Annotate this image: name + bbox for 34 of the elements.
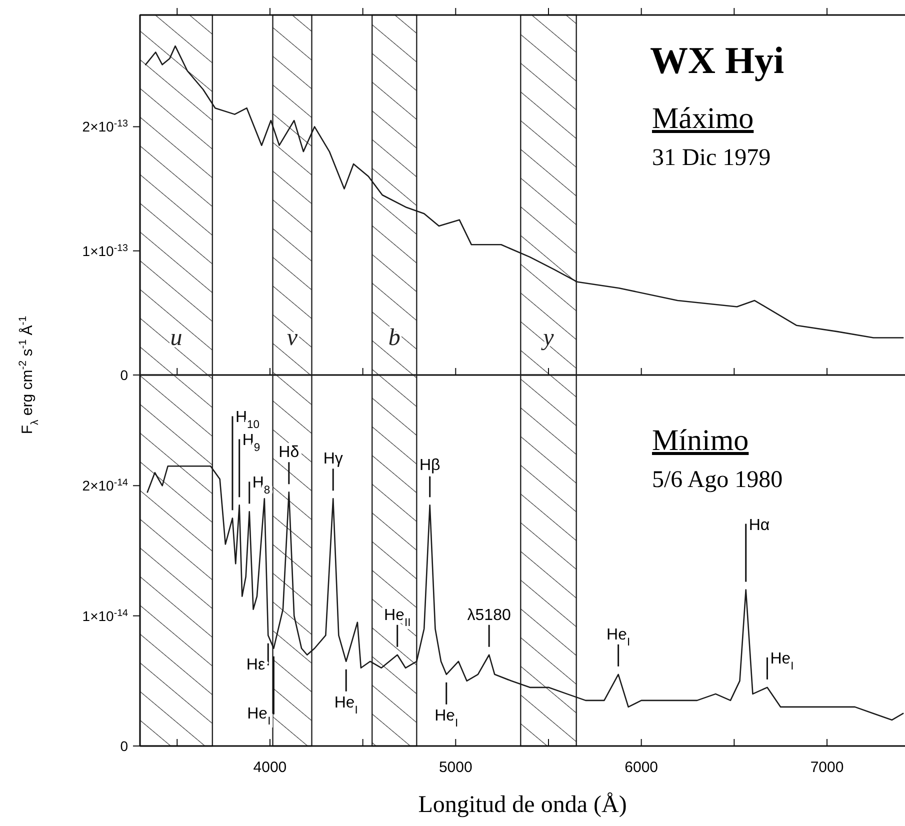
y-tick-label: 2×10$^{-13}$ [82, 118, 129, 135]
annotation: λ5180 [467, 606, 511, 624]
annotation: Hβ [419, 457, 440, 474]
annotation: Máximo [652, 102, 754, 135]
annotation: Mínimo [652, 424, 749, 457]
band-label: b [388, 325, 400, 351]
y-tick-label: 1×10$^{-14}$ [82, 607, 129, 624]
y-tick-label: 1×10$^{-13}$ [82, 242, 129, 259]
x-tick-label: 5000 [438, 759, 472, 776]
x-tick-label: 6000 [624, 759, 658, 776]
y-tick-label: 2×10$^{-14}$ [82, 477, 129, 494]
y-tick-label: 0 [120, 367, 128, 383]
band-label: y [541, 325, 554, 351]
annotation: Hε [246, 656, 266, 674]
annotation: Hα [748, 516, 770, 534]
text: WX Hyi [650, 40, 784, 82]
band-label: v [286, 325, 298, 351]
annotation: H$_{10}$ [235, 409, 260, 432]
annotation: H$_{8}$ [252, 474, 270, 497]
x-tick-label: 4000 [253, 759, 287, 776]
annotation: He$_{I}$ [334, 694, 358, 716]
annotation: He$_{I}$ [247, 705, 271, 728]
annotation: Hγ [323, 450, 343, 468]
annotation: Hδ [278, 444, 300, 462]
annotation: 31 Dic 1979 [652, 145, 771, 171]
annotation: He$_{I}$ [434, 707, 458, 730]
band-label: u [170, 325, 182, 351]
x-tick-label: 7000 [810, 759, 844, 776]
x-axis-title: Longitud de onda (Å) [418, 792, 627, 818]
annotation: He$_{I}$ [770, 650, 794, 672]
annotation: He$_{I}$ [606, 626, 630, 648]
annotation: 5/6 Ago 1980 [652, 467, 783, 493]
annotation: H$_{9}$ [242, 432, 260, 454]
y-tick-label: 0 [120, 738, 128, 754]
